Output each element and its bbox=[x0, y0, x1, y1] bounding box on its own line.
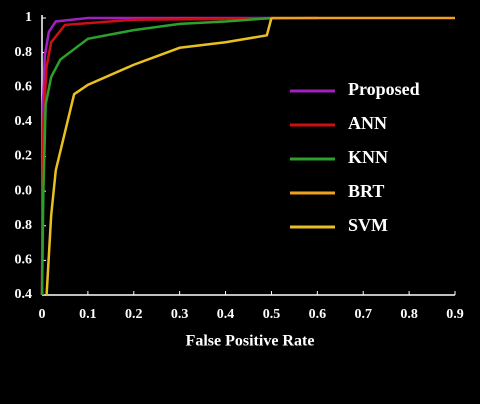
x-tick-label: 0.3 bbox=[171, 307, 189, 322]
x-tick-label: 0.7 bbox=[354, 307, 372, 322]
x-tick-label: 0.5 bbox=[263, 307, 281, 322]
x-tick-label: 0.2 bbox=[125, 307, 143, 322]
legend-label: KNN bbox=[348, 147, 388, 167]
y-tick-label: 0.8 bbox=[15, 45, 33, 60]
legend-label: BRT bbox=[348, 181, 384, 201]
x-axis-label: False Positive Rate bbox=[186, 333, 315, 350]
series-line bbox=[40, 16, 272, 296]
y-tick-label: 0.2 bbox=[15, 149, 33, 164]
y-tick-label: 1 bbox=[25, 10, 32, 25]
legend-label: ANN bbox=[348, 113, 387, 133]
y-tick-label: 0.4 bbox=[15, 114, 33, 129]
x-tick-label: 0.6 bbox=[309, 307, 327, 322]
series-line bbox=[45, 17, 273, 296]
legend-label: Proposed bbox=[348, 79, 420, 99]
x-tick-label: 0.1 bbox=[79, 307, 97, 322]
legend-label: SVM bbox=[348, 215, 388, 235]
y-tick-label: 0.0 bbox=[15, 183, 33, 198]
x-tick-label: 0.9 bbox=[446, 307, 464, 322]
y-tick-label: 0.6 bbox=[15, 253, 33, 268]
series-line bbox=[40, 16, 318, 296]
y-tick-label: 0.8 bbox=[15, 218, 33, 233]
x-tick-label: 0.4 bbox=[217, 307, 235, 322]
y-tick-label: 0.6 bbox=[15, 79, 33, 94]
series-line bbox=[40, 16, 272, 296]
x-tick-label: 0 bbox=[39, 307, 46, 322]
x-tick-label: 0.8 bbox=[400, 307, 418, 322]
y-tick-label: 0.4 bbox=[15, 287, 33, 302]
